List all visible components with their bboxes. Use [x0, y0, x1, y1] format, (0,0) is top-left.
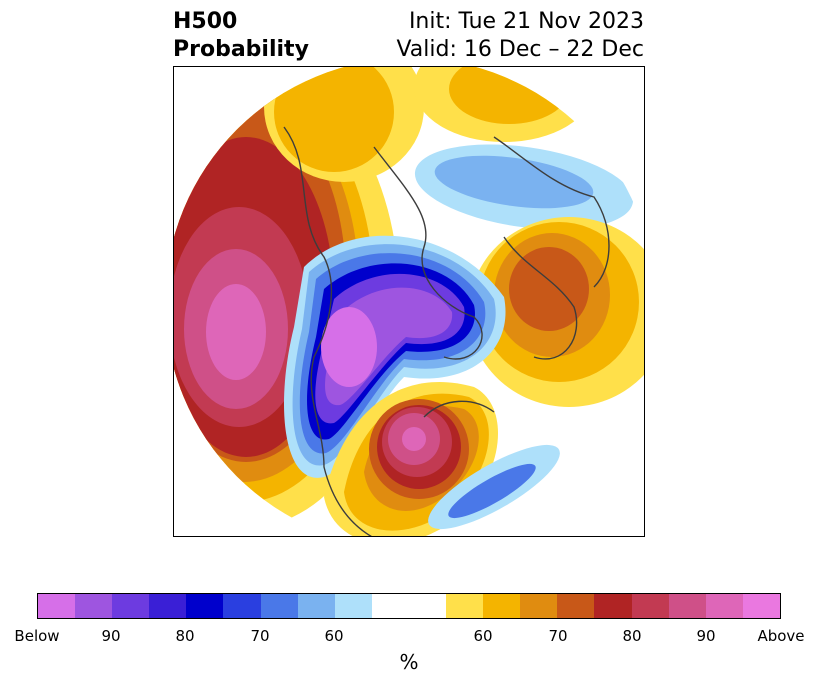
forecast-dates: Init: Tue 21 Nov 2023 Valid: 16 Dec – 22… — [396, 8, 644, 64]
colorbar-below-segment — [38, 594, 76, 618]
valid-range: Valid: 16 Dec – 22 Dec — [396, 37, 644, 62]
colorbar-below-segment — [186, 594, 224, 618]
colorbar-below-segment — [297, 594, 335, 618]
colorbar-below-segment — [260, 594, 298, 618]
colorbar-above-segment — [520, 594, 558, 618]
colorbar-above-segment — [483, 594, 521, 618]
colorbar-above-segment — [631, 594, 669, 618]
title-line-2: Probability — [173, 37, 309, 62]
colorbar-tick-label: 60 — [473, 627, 493, 645]
init-date: Init: Tue 21 Nov 2023 — [408, 9, 644, 34]
colorbar-tick-label: 60 — [324, 627, 344, 645]
colorbar-above-segment — [668, 594, 706, 618]
colorbar-above-segment — [742, 594, 780, 618]
colorbar-tick-label: Below — [14, 627, 60, 645]
above-normal-asia — [469, 217, 644, 407]
below-normal-trough — [284, 235, 506, 478]
below-normal-siberia — [414, 144, 634, 230]
colorbar-tick-label: 70 — [548, 627, 568, 645]
colorbar-tick-label: Above — [757, 627, 805, 645]
colorbar-above-segment — [446, 594, 484, 618]
colorbar-above-segment — [705, 594, 743, 618]
coastlines — [283, 126, 610, 536]
colorbar-above-segment — [594, 594, 632, 618]
colorbar-tick-label: 80 — [622, 627, 642, 645]
colorbar-tick-label: 90 — [101, 627, 121, 645]
colorbar-tick-label: 90 — [696, 627, 716, 645]
colorbar-below-segment — [334, 594, 372, 618]
colorbar-below-segment — [149, 594, 187, 618]
colorbar-above-segment — [557, 594, 595, 618]
colorbar-neutral-segment — [371, 594, 447, 618]
below-normal-atlantic — [428, 444, 560, 530]
colorbar-below-segment — [112, 594, 150, 618]
colorbar-below-segment — [223, 594, 261, 618]
title-line-1: H500 — [173, 9, 238, 34]
colorbar-below-segment — [75, 594, 113, 618]
colorbar — [37, 593, 781, 619]
map-title: H500 Probability — [173, 8, 309, 64]
colorbar-tick-label: 80 — [175, 627, 195, 645]
polar-map — [173, 66, 645, 537]
colorbar-tick-label: 70 — [250, 627, 270, 645]
colorbar-unit: % — [399, 650, 419, 674]
